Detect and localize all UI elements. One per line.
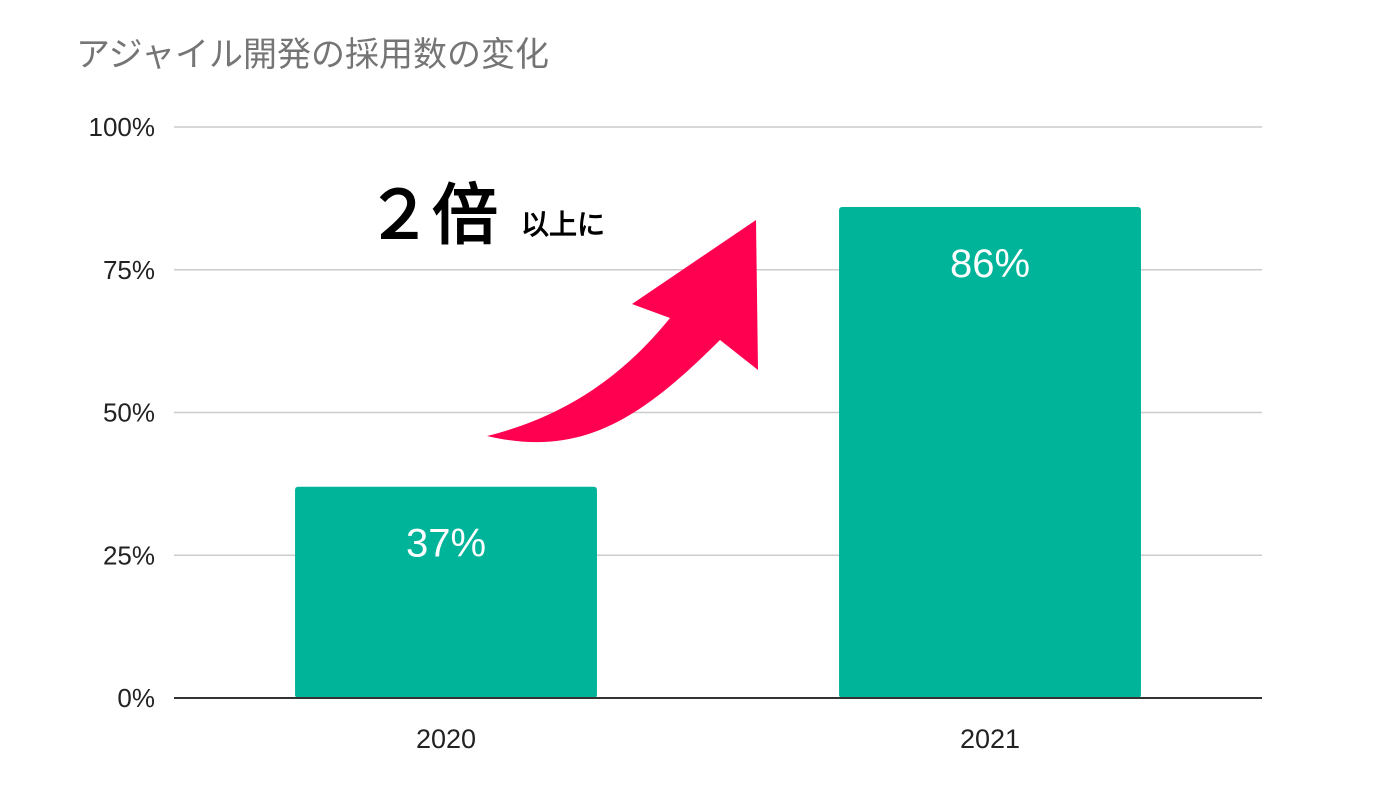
- annotation-multiplier: ２倍: [366, 177, 498, 254]
- bars: [295, 206, 1141, 698]
- chart-title: アジャイル開発の採用数の変化: [76, 35, 549, 75]
- y-tick-label: 0%: [117, 683, 155, 713]
- data-label: 86%: [950, 242, 1030, 286]
- x-tick-label: 2021: [960, 724, 1020, 754]
- growth-annotation: ２倍 以上に: [366, 177, 758, 443]
- y-axis-tick-labels: 0% 25% 50% 75% 100%: [89, 112, 156, 713]
- x-tick-label: 2020: [416, 724, 476, 754]
- y-tick-label: 50%: [103, 398, 155, 428]
- y-tick-label: 25%: [103, 540, 155, 570]
- growth-arrow-icon: [487, 220, 758, 443]
- bar: [839, 206, 1141, 698]
- data-label: 37%: [406, 522, 486, 566]
- data-labels: 37% 86%: [406, 242, 1030, 566]
- annotation-suffix: 以上に: [521, 208, 605, 241]
- x-axis-tick-labels: 2020 2021: [416, 724, 1020, 754]
- bar: [295, 486, 597, 698]
- y-tick-label: 75%: [103, 255, 155, 285]
- y-tick-label: 100%: [89, 112, 156, 142]
